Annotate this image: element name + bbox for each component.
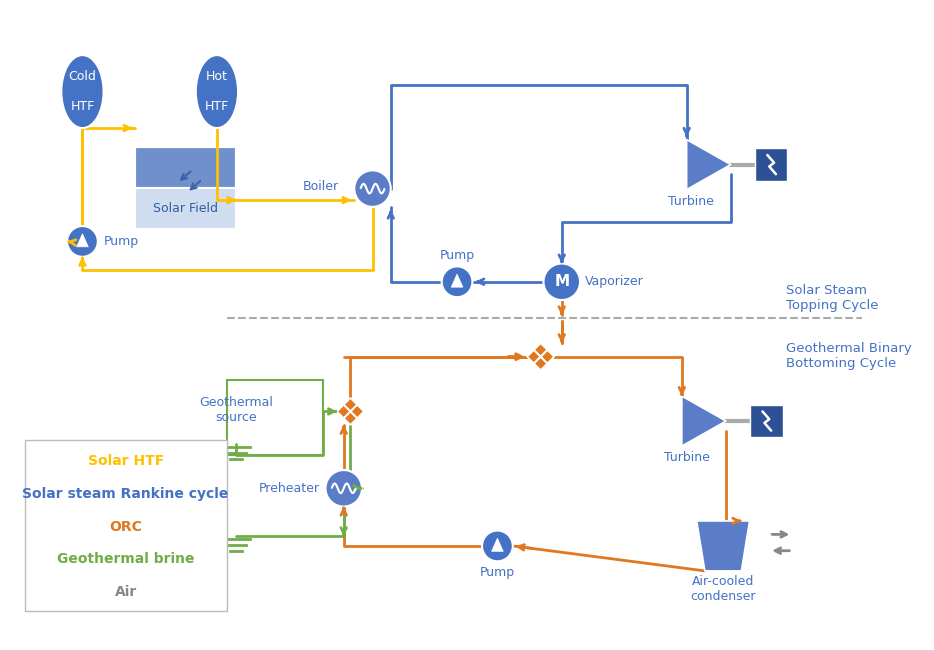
Text: Air-cooled
condenser: Air-cooled condenser — [690, 575, 756, 603]
FancyBboxPatch shape — [135, 148, 236, 188]
Polygon shape — [451, 274, 463, 287]
Polygon shape — [491, 538, 503, 551]
Text: Turbine: Turbine — [664, 451, 710, 464]
FancyBboxPatch shape — [135, 188, 236, 229]
Polygon shape — [682, 396, 726, 446]
Text: Solar HTF: Solar HTF — [88, 454, 163, 469]
Polygon shape — [527, 343, 554, 370]
Text: ORC: ORC — [109, 520, 142, 534]
Polygon shape — [77, 234, 89, 247]
Text: Solar Field: Solar Field — [153, 202, 219, 215]
Text: Boiler: Boiler — [303, 180, 339, 193]
Circle shape — [354, 170, 390, 207]
Text: Solar steam Rankine cycle: Solar steam Rankine cycle — [22, 487, 229, 501]
Text: Vaporizer: Vaporizer — [585, 276, 644, 289]
Text: Hot

HTF: Hot HTF — [205, 70, 229, 113]
FancyBboxPatch shape — [25, 440, 227, 611]
Ellipse shape — [196, 55, 238, 128]
Text: Preheater: Preheater — [259, 482, 319, 495]
Circle shape — [482, 530, 513, 562]
Text: Cold

HTF: Cold HTF — [68, 70, 96, 113]
Circle shape — [442, 266, 473, 297]
Circle shape — [67, 226, 98, 257]
Polygon shape — [686, 140, 730, 190]
Text: Pump: Pump — [480, 566, 515, 579]
Text: Pump: Pump — [104, 235, 139, 248]
Text: Geothermal Binary
Bottoming Cycle: Geothermal Binary Bottoming Cycle — [785, 342, 912, 370]
Polygon shape — [697, 521, 750, 571]
Text: Solar Steam
Topping Cycle: Solar Steam Topping Cycle — [785, 284, 878, 312]
Circle shape — [325, 470, 362, 506]
FancyBboxPatch shape — [755, 148, 787, 181]
Text: Geothermal brine: Geothermal brine — [57, 552, 194, 566]
Polygon shape — [337, 398, 364, 425]
Text: Turbine: Turbine — [669, 194, 715, 207]
Text: Air: Air — [115, 585, 136, 599]
FancyBboxPatch shape — [750, 405, 783, 437]
Text: M: M — [554, 274, 570, 289]
Circle shape — [544, 263, 580, 300]
Text: Pump: Pump — [440, 250, 474, 263]
Ellipse shape — [62, 55, 104, 128]
Text: Geothermal
source: Geothermal source — [199, 396, 273, 424]
